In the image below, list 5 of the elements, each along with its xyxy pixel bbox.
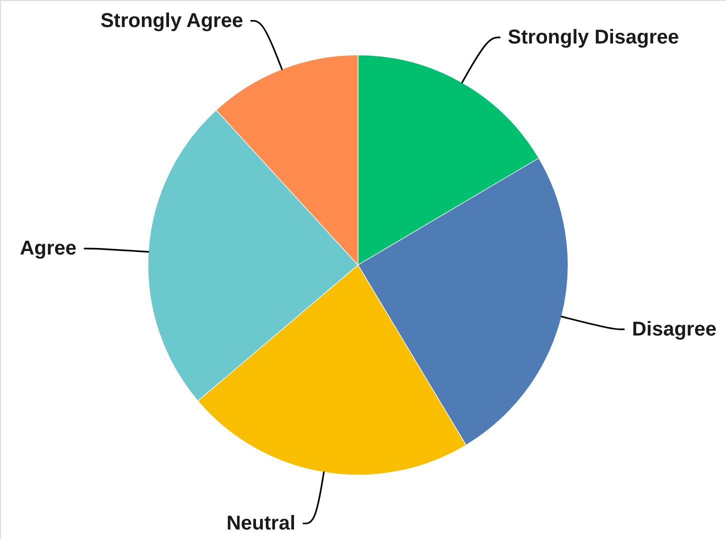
slice-label: Strongly Disagree — [508, 26, 679, 48]
slice-label: Neutral — [226, 512, 296, 535]
slice-label: Disagree — [632, 318, 716, 340]
slice-label: Agree — [20, 238, 77, 260]
slice-label: Strongly Agree — [100, 10, 244, 32]
